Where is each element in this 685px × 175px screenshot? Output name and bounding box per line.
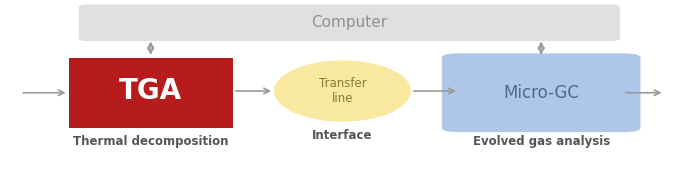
- FancyBboxPatch shape: [68, 58, 233, 128]
- Text: Interface: Interface: [312, 129, 373, 142]
- Text: TGA: TGA: [119, 77, 182, 105]
- Text: Computer: Computer: [311, 15, 388, 30]
- Text: Thermal decomposition: Thermal decomposition: [73, 135, 229, 148]
- Text: Evolved gas analysis: Evolved gas analysis: [473, 135, 610, 148]
- Text: Micro-GC: Micro-GC: [503, 84, 579, 102]
- FancyBboxPatch shape: [442, 53, 640, 132]
- Text: Transfer
line: Transfer line: [319, 77, 366, 105]
- Ellipse shape: [274, 60, 411, 122]
- FancyBboxPatch shape: [79, 4, 620, 41]
